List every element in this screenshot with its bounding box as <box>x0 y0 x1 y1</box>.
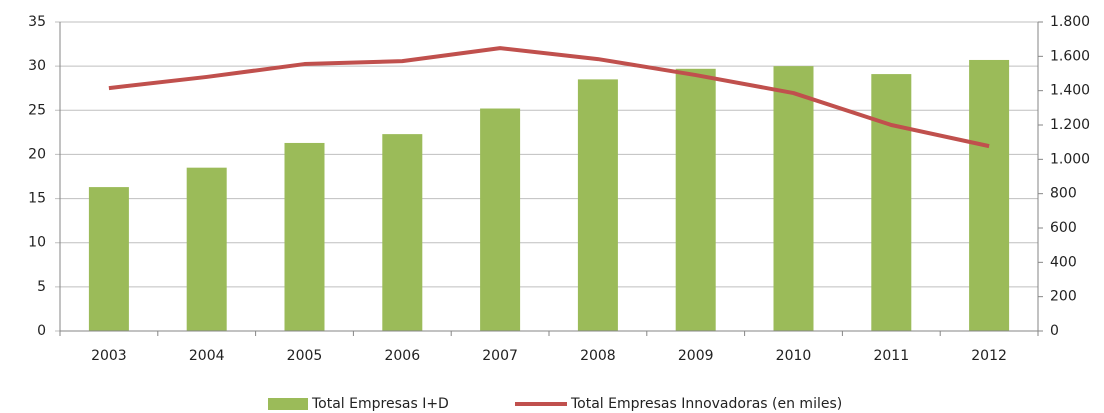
y-tick-label: 30 <box>28 58 46 74</box>
legend-swatch <box>268 398 308 410</box>
x-tick-label: 2003 <box>91 348 127 364</box>
x-tick-label: 2004 <box>189 348 225 364</box>
bar <box>871 74 912 332</box>
y2-tick-label: 1.400 <box>1050 83 1090 99</box>
y2-tick-label: 1.200 <box>1050 117 1090 133</box>
y-tick-label: 25 <box>28 102 46 118</box>
y2-tick-label: 600 <box>1050 220 1077 236</box>
x-tick-label: 2005 <box>287 348 323 364</box>
y-tick-label: 5 <box>37 279 46 295</box>
y-tick-label: 35 <box>28 14 46 30</box>
bar <box>382 134 423 331</box>
y-tick-label: 15 <box>28 191 46 207</box>
bar <box>773 66 814 332</box>
y2-tick-label: 1.600 <box>1050 48 1090 64</box>
bar <box>480 108 521 332</box>
y-tick-label: 20 <box>28 146 46 162</box>
bar <box>577 79 618 331</box>
x-tick-label: 2007 <box>482 348 518 364</box>
bar <box>284 142 325 331</box>
y2-tick-label: 1.800 <box>1050 14 1090 30</box>
legend-label: Total Empresas I+D <box>311 396 449 412</box>
x-tick-label: 2006 <box>384 348 420 364</box>
y2-tick-label: 400 <box>1050 254 1077 270</box>
y-tick-label: 0 <box>37 323 46 339</box>
y2-tick-label: 800 <box>1050 186 1077 202</box>
x-tick-label: 2009 <box>678 348 714 364</box>
bar <box>969 59 1010 331</box>
x-tick-label: 2011 <box>873 348 909 364</box>
y2-tick-label: 1.000 <box>1050 151 1090 167</box>
x-tick-label: 2012 <box>971 348 1007 364</box>
y2-tick-label: 200 <box>1050 289 1077 305</box>
legend-label: Total Empresas Innovadoras (en miles) <box>570 396 842 412</box>
bar <box>675 68 716 331</box>
y2-tick-label: 0 <box>1050 323 1059 339</box>
bar <box>88 187 129 331</box>
x-tick-label: 2008 <box>580 348 616 364</box>
x-tick-label: 2010 <box>776 348 812 364</box>
line <box>108 46 990 149</box>
y-tick-label: 10 <box>28 235 46 251</box>
bar <box>186 167 227 331</box>
